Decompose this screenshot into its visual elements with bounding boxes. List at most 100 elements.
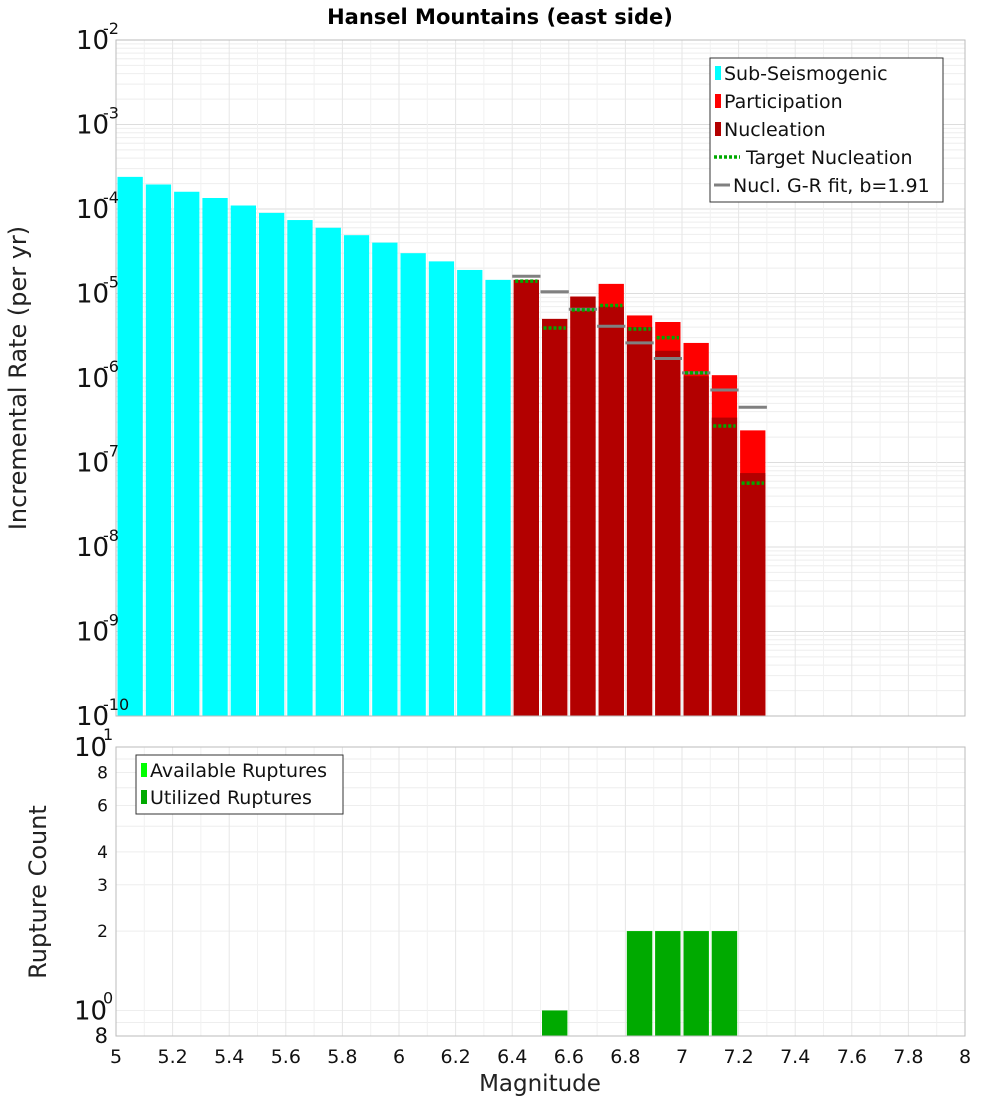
legend-swatch bbox=[715, 122, 721, 136]
sub-seismogenic-bar bbox=[315, 227, 341, 716]
count-y-tick-label: 4 bbox=[97, 843, 108, 863]
sub-seismogenic-bar bbox=[457, 269, 483, 716]
count-y-tick-label: 10 bbox=[74, 733, 107, 763]
count-plot-frame bbox=[115, 746, 966, 1037]
x-tick-label: 6.6 bbox=[554, 1046, 584, 1068]
rate-y-tick-label: 10 bbox=[76, 618, 109, 648]
nucleation-bar bbox=[598, 306, 624, 716]
rate-y-tick-label: 10 bbox=[76, 449, 109, 479]
sub-seismogenic-bar bbox=[117, 176, 143, 717]
rate-y-tick-label: 10 bbox=[76, 26, 109, 56]
rate-y-tick-exponent: -6 bbox=[103, 357, 119, 376]
sub-seismogenic-bar bbox=[372, 242, 398, 717]
nucleation-bar bbox=[513, 279, 539, 716]
sub-seismogenic-bar bbox=[174, 191, 200, 717]
x-tick-label: 5 bbox=[110, 1046, 122, 1068]
legend-swatch bbox=[715, 66, 721, 80]
legend-label: Target Nucleation bbox=[745, 147, 913, 169]
sub-seismogenic-bar bbox=[343, 235, 370, 716]
sub-seismogenic-bar bbox=[287, 220, 313, 716]
x-tick-label: 7.2 bbox=[723, 1046, 753, 1068]
x-tick-label: 6 bbox=[393, 1046, 405, 1068]
utilized-ruptures-bar bbox=[711, 931, 738, 1036]
sub-seismogenic-bar bbox=[145, 184, 172, 717]
nucleation-bar bbox=[542, 318, 568, 716]
sub-seismogenic-bar bbox=[400, 253, 426, 716]
nucleation-bar bbox=[711, 417, 738, 716]
legend-label: Nucl. G-R fit, b=1.91 bbox=[733, 175, 930, 197]
nucleation-bar bbox=[626, 327, 653, 716]
x-tick-label: 7.6 bbox=[837, 1046, 867, 1068]
x-tick-label: 7 bbox=[676, 1046, 688, 1068]
sub-seismogenic-bar bbox=[202, 197, 228, 716]
count-y-tick-label: 6 bbox=[97, 796, 108, 816]
rate-y-tick-label: 10 bbox=[76, 195, 109, 225]
count-bars bbox=[542, 931, 738, 1036]
sub-seismogenic-bar bbox=[259, 212, 285, 716]
x-tick-label: 7.8 bbox=[893, 1046, 923, 1068]
x-tick-label: 5.2 bbox=[157, 1046, 187, 1068]
legend-label: Sub-Seismogenic bbox=[724, 63, 888, 85]
x-tick-label: 8 bbox=[959, 1046, 971, 1068]
nucleation-bar bbox=[683, 376, 709, 716]
rate-plot-frame bbox=[115, 39, 966, 717]
x-tick-label: 7.4 bbox=[780, 1046, 810, 1068]
x-tick-label: 5.4 bbox=[214, 1046, 244, 1068]
rate-y-tick-label: 10 bbox=[76, 280, 109, 310]
count-legend: Available Ruptures Utilized Ruptures bbox=[135, 754, 344, 815]
count-y-tick-exponent: 0 bbox=[103, 988, 113, 1007]
rate-y-tick-label: 10 bbox=[76, 111, 109, 141]
nucleation-bar bbox=[740, 473, 766, 716]
x-tick-labels: 5 5.2 5.4 5.6 5.8 6 6.2 6.4 6.6 6.8 7 7.2 7.4 7.6 7.8 8 bbox=[110, 1046, 971, 1068]
count-y-tick-label: 3 bbox=[97, 876, 108, 896]
count-y-tick-label: 10 bbox=[74, 996, 107, 1026]
rate-y-tick-label: 10 bbox=[76, 533, 109, 563]
rate-y-tick-exponent: -5 bbox=[103, 273, 119, 292]
sub-seismogenic-bar bbox=[485, 279, 511, 716]
x-tick-label: 6.2 bbox=[440, 1046, 470, 1068]
nucleation-bar bbox=[570, 296, 596, 716]
chart-title: Hansel Mountains (east side) bbox=[327, 5, 673, 29]
rate-y-tick-exponent: -10 bbox=[103, 695, 129, 714]
count-y-axis-label: Rupture Count bbox=[24, 805, 52, 979]
count-y-tick-exponent: 1 bbox=[103, 725, 113, 744]
count-gridlines bbox=[115, 747, 966, 1036]
x-tick-label: 6.4 bbox=[497, 1046, 527, 1068]
utilized-ruptures-bar bbox=[542, 1010, 568, 1036]
legend-swatch bbox=[715, 94, 721, 108]
sub-seismogenic-bar bbox=[230, 205, 256, 716]
rate-bars bbox=[117, 176, 766, 717]
legend-swatch bbox=[141, 763, 147, 777]
x-tick-label: 5.8 bbox=[327, 1046, 357, 1068]
rate-y-tick-exponent: -3 bbox=[103, 104, 119, 123]
rate-markers bbox=[512, 274, 767, 485]
x-axis-label: Magnitude bbox=[479, 1071, 601, 1097]
rate-y-tick-exponent: -7 bbox=[103, 442, 119, 461]
legend-label: Utilized Ruptures bbox=[150, 787, 312, 809]
count-y-tick-label: 8 bbox=[97, 764, 108, 784]
rate-y-tick-label: 10 bbox=[76, 702, 109, 732]
legend-label: Nucleation bbox=[724, 119, 826, 141]
count-y-tick-label: 2 bbox=[97, 922, 108, 942]
x-tick-label: 5.6 bbox=[271, 1046, 301, 1068]
rate-y-tick-exponent: -9 bbox=[103, 611, 119, 630]
legend-swatch bbox=[141, 790, 147, 804]
utilized-ruptures-bar bbox=[655, 931, 681, 1036]
rate-y-tick-exponent: -2 bbox=[103, 19, 119, 38]
utilized-ruptures-bar bbox=[683, 931, 709, 1036]
rate-y-tick-exponent: -8 bbox=[103, 526, 119, 545]
legend-label: Available Ruptures bbox=[150, 760, 327, 782]
count-y-bottom-label: 8 bbox=[95, 1024, 108, 1048]
rate-legend: Sub-Seismogenic Participation Nucleation Ta… bbox=[709, 57, 944, 203]
rate-y-tick-label: 10 bbox=[76, 364, 109, 394]
rate-legend-box bbox=[709, 57, 944, 203]
nucleation-bar bbox=[655, 350, 681, 716]
x-tick-label: 6.8 bbox=[610, 1046, 640, 1068]
utilized-ruptures-bar bbox=[626, 931, 653, 1036]
rate-y-axis-label: Incremental Rate (per yr) bbox=[4, 226, 32, 530]
